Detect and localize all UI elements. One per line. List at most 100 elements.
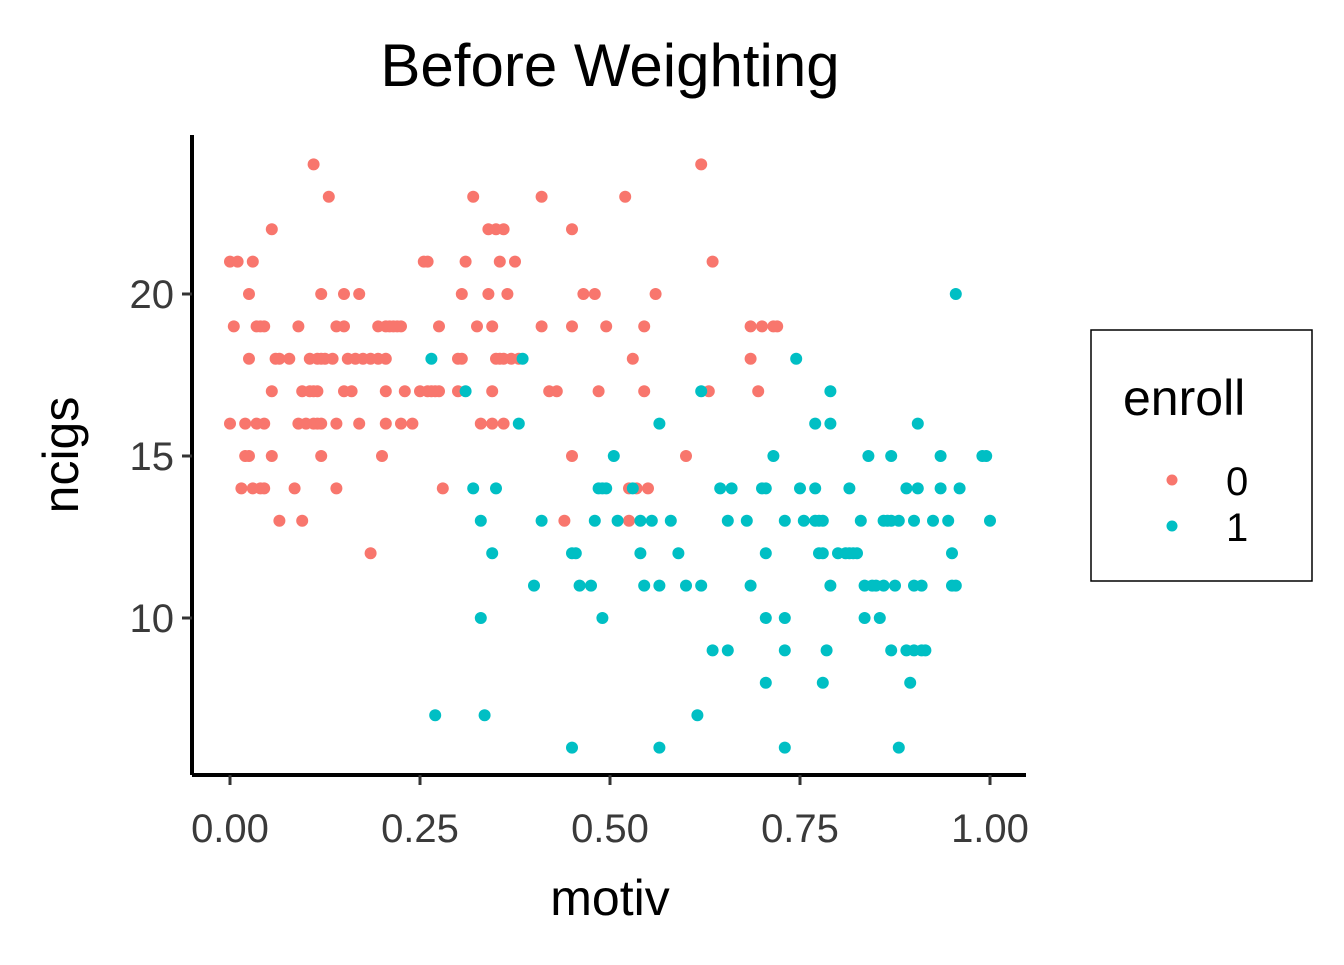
scatter-point-enroll-1: [714, 482, 727, 495]
scatter-point-enroll-0: [642, 482, 654, 495]
scatter-point-enroll-0: [283, 352, 296, 365]
scatter-point-enroll-1: [919, 644, 932, 657]
scatter-point-enroll-0: [535, 190, 548, 203]
scatter-point-enroll-0: [649, 288, 662, 300]
scatter-point-enroll-0: [353, 288, 366, 300]
scatter-point-enroll-0: [436, 482, 449, 495]
scatter-point-enroll-1: [474, 514, 487, 527]
scatter-point-enroll-1: [843, 482, 856, 495]
scatter-point-enroll-0: [235, 482, 248, 495]
scatter-point-enroll-1: [980, 450, 993, 462]
legend-label-0: 0: [1226, 460, 1248, 504]
scatter-point-enroll-1: [809, 417, 822, 430]
scatter-point-enroll-1: [794, 482, 806, 495]
scatter-point-enroll-1: [725, 482, 738, 495]
scatter-point-enroll-1: [797, 514, 810, 527]
scatter-point-enroll-0: [680, 450, 692, 462]
scatter-point-enroll-0: [231, 255, 244, 268]
scatter-point-enroll-1: [585, 579, 597, 592]
scatter-point-enroll-0: [338, 288, 350, 300]
scatter-point-enroll-1: [490, 482, 502, 495]
scatter-point-enroll-0: [406, 417, 419, 430]
scatter-point-enroll-1: [596, 612, 609, 624]
scatter-point-enroll-1: [816, 547, 829, 560]
scatter-point-enroll-0: [338, 320, 350, 333]
legend-box: [1090, 329, 1313, 582]
scatter-point-enroll-1: [600, 482, 613, 495]
scatter-point-enroll-1: [429, 709, 442, 722]
scatter-point-enroll-1: [672, 547, 685, 560]
scatter-point-enroll-1: [759, 482, 772, 495]
scatter-point-enroll-1: [900, 482, 913, 495]
scatter-point-enroll-1: [459, 385, 472, 398]
scatter-point-enroll-0: [243, 450, 255, 462]
scatter-point-enroll-0: [330, 417, 343, 430]
scatter-point-enroll-1: [691, 709, 704, 722]
scatter-point-enroll-1: [695, 579, 708, 592]
scatter-point-enroll-1: [653, 417, 666, 430]
chart-title: Before Weighting: [380, 32, 839, 99]
scatter-point-enroll-0: [258, 320, 271, 333]
scatter-point-enroll-0: [626, 352, 639, 365]
scatter-point-enroll-1: [512, 417, 525, 430]
scatter-point-enroll-1: [778, 514, 791, 527]
scatter-point-enroll-1: [934, 482, 947, 495]
x-axis-title: motiv: [550, 870, 669, 926]
legend-label-1: 1: [1226, 506, 1248, 550]
scatter-point-enroll-1: [851, 547, 863, 560]
scatter-point-enroll-0: [752, 385, 765, 398]
scatter-point-enroll-0: [623, 514, 635, 527]
scatter-point-enroll-0: [509, 255, 521, 268]
scatter-point-enroll-0: [619, 190, 632, 203]
scatter-point-enroll-1: [942, 514, 955, 527]
scatter-point-enroll-1: [911, 482, 924, 495]
scatter-point-enroll-0: [695, 158, 708, 171]
scatter-point-enroll-1: [566, 741, 578, 754]
scatter-point-enroll-1: [588, 514, 601, 527]
scatter-point-enroll-1: [721, 514, 734, 527]
scatter-point-enroll-1: [759, 612, 772, 624]
scatter-point-enroll-0: [311, 385, 324, 398]
scatter-point-enroll-1: [535, 514, 548, 527]
scatter-point-enroll-0: [315, 417, 328, 430]
scatter-point-enroll-0: [379, 417, 392, 430]
scatter-point-enroll-0: [353, 417, 366, 430]
scatter-point-enroll-0: [459, 255, 472, 268]
scatter-point-enroll-1: [695, 385, 708, 398]
scatter-point-enroll-0: [243, 288, 255, 300]
scatter-point-enroll-0: [265, 385, 278, 398]
scatter-point-enroll-0: [326, 352, 339, 365]
scatter-point-enroll-0: [486, 417, 499, 430]
scatter-point-enroll-1: [908, 514, 920, 527]
scatter-point-enroll-0: [566, 223, 578, 236]
scatter-point-enroll-0: [497, 223, 510, 236]
scatter-point-enroll-1: [824, 417, 837, 430]
scatter-point-enroll-1: [934, 450, 947, 462]
scatter-point-enroll-0: [307, 158, 320, 171]
scatter-point-enroll-0: [398, 385, 411, 398]
scatter-point-enroll-1: [854, 514, 867, 527]
scatter-point-enroll-0: [425, 385, 438, 398]
scatter-point-enroll-1: [892, 741, 905, 754]
scatter-point-enroll-1: [877, 579, 890, 592]
scatter-point-enroll-0: [265, 450, 278, 462]
scatter-point-enroll-0: [638, 385, 651, 398]
scatter-point-enroll-1: [664, 514, 677, 527]
scatter-point-enroll-0: [493, 255, 506, 268]
scatter-point-enroll-1: [816, 514, 829, 527]
scatter-point-enroll-0: [315, 450, 328, 462]
scatter-point-enroll-1: [721, 644, 734, 657]
legend-entries: 01: [1166, 460, 1248, 550]
scatter-point-enroll-1: [653, 579, 666, 592]
scatter-point-enroll-1: [528, 579, 540, 592]
scatter-point-enroll-0: [330, 482, 343, 495]
scatter-point-enroll-0: [455, 288, 468, 300]
scatter-point-enroll-1: [915, 579, 928, 592]
scatter-point-enroll-0: [322, 190, 335, 203]
scatter-point-enroll-1: [946, 547, 958, 560]
scatter-point-enroll-0: [296, 514, 309, 527]
scatter-point-enroll-1: [949, 579, 962, 592]
scatter-point-enroll-1: [824, 579, 837, 592]
scatter-point-enroll-1: [820, 644, 833, 657]
